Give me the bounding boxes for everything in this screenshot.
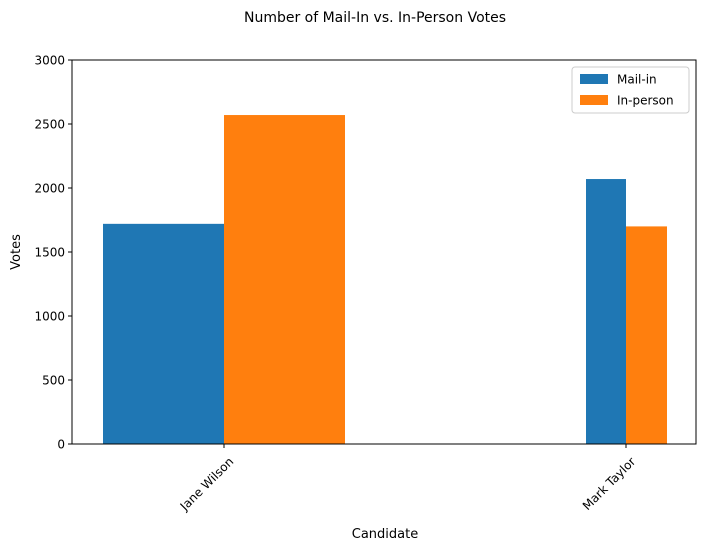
legend-label: Mail-in [617,73,657,87]
y-tick-label: 1500 [34,246,65,260]
y-tick-label: 3000 [34,54,65,68]
bar-mail-in-mark-taylor [586,179,626,445]
y-tick-label: 2000 [34,182,65,196]
x-tick-label: Jane Wilson [177,454,237,514]
bars-group [103,115,667,445]
legend-swatch [580,74,608,84]
legend-label: In-person [617,94,674,108]
y-axis-label: Votes [9,234,24,270]
x-tick-label: Mark Taylor [580,454,639,513]
y-tick-label: 500 [42,374,65,388]
chart-title: Number of Mail-In vs. In-Person Votes [244,10,506,26]
y-tick-label: 0 [57,438,65,452]
y-tick-label: 1000 [34,310,65,324]
plot-area: 0 500 1000 1500 2000 2500 3000 Jane Wilson Mark… [34,54,697,514]
bar-in-person-mark-taylor [626,226,667,444]
x-axis-label: Candidate [352,527,418,542]
legend-swatch [580,95,608,105]
legend: Mail-in In-person [571,66,690,114]
x-axis-ticks: Jane Wilson Mark Taylor [177,444,639,514]
bar-mail-in-jane-wilson [103,223,224,444]
y-axis-ticks: 0 500 1000 1500 2000 2500 3000 [34,54,72,452]
bar-in-person-jane-wilson [224,115,345,444]
y-tick-label: 2500 [34,118,65,132]
